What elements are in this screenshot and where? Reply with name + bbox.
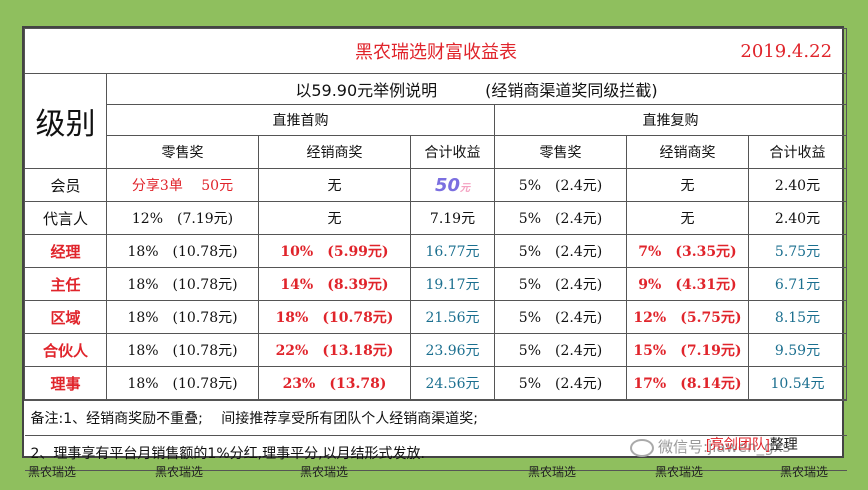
retail-repeat: 5% (2.4元) xyxy=(494,333,627,367)
table-row: 理事 18% (10.78元) 23% (13.78) 24.56元 5% (2… xyxy=(24,366,848,401)
total-first: 50元 xyxy=(410,168,495,202)
date-label: 2019.4.22 xyxy=(626,28,848,74)
dealer-first: 14% (8.39元) xyxy=(258,267,411,301)
retail-repeat: 5% (2.4元) xyxy=(494,267,627,301)
total-first: 19.17元 xyxy=(410,267,495,301)
footer-brand: 黑农瑞选 xyxy=(28,465,77,479)
retail-repeat: 5% (2.4元) xyxy=(494,201,627,235)
example-note: 以59.90元举例说明 (经销商渠道奖同级拦截) xyxy=(105,73,848,105)
total-repeat: 2.40元 xyxy=(747,201,848,235)
level-name: 经理 xyxy=(24,234,107,268)
table-row: 区域 18% (10.78元) 18% (10.78元) 21.56元 5% (… xyxy=(24,300,848,334)
watermark-id: jiawen_gxs xyxy=(708,438,791,456)
group-repeat-purchase: 直推复购 xyxy=(493,104,848,136)
page-title: 黑农瑞选财富收益表 xyxy=(24,28,627,74)
col-total-2: 合计收益 xyxy=(747,135,848,169)
footer-brand: 黑农瑞选 xyxy=(655,465,704,479)
credit-suffix: 整理 xyxy=(769,436,798,452)
level-name: 代言人 xyxy=(24,201,107,235)
dealer-repeat: 17% (8.14元) xyxy=(626,366,749,401)
total-first-unit: 元 xyxy=(460,182,471,194)
level-name: 理事 xyxy=(24,366,107,401)
dealer-first: 10% (5.99元) xyxy=(258,234,411,268)
total-repeat: 5.75元 xyxy=(747,234,848,268)
total-repeat: 6.71元 xyxy=(747,267,848,301)
watermark: 微信号:jiawen_gxs xyxy=(630,436,790,457)
total-first: 21.56元 xyxy=(410,300,495,334)
total-repeat: 9.59元 xyxy=(747,333,848,367)
level-name: 区域 xyxy=(24,300,107,334)
dealer-first: 18% (10.78元) xyxy=(258,300,411,334)
table-row: 经理 18% (10.78元) 10% (5.99元) 16.77元 5% (2… xyxy=(24,234,848,268)
footer-brand-strip: 黑农瑞选 黑农瑞选 黑农瑞选 黑农瑞选 黑农瑞选 黑农瑞选 xyxy=(0,463,868,487)
table-row: 代言人 12% (7.19元) 无 7.19元 5% (2.4元) 无 2.40… xyxy=(24,201,848,235)
total-first: 7.19元 xyxy=(410,201,495,235)
dealer-repeat: 15% (7.19元) xyxy=(626,333,749,367)
retail-first: 18% (10.78元) xyxy=(106,366,259,401)
retail-first: 12% (7.19元) xyxy=(106,201,259,235)
dealer-repeat: 无 xyxy=(626,201,749,235)
level-header: 级别 xyxy=(24,73,107,169)
col-dealer-2: 经销商奖 xyxy=(626,135,749,169)
col-retail-2: 零售奖 xyxy=(494,135,627,169)
retail-repeat: 5% (2.4元) xyxy=(494,234,627,268)
level-name: 会员 xyxy=(24,168,107,202)
dealer-repeat: 7% (3.35元) xyxy=(626,234,749,268)
dealer-repeat: 9% (4.31元) xyxy=(626,267,749,301)
dealer-repeat: 无 xyxy=(626,168,749,202)
footer-brand: 黑农瑞选 xyxy=(300,465,349,479)
col-total-1: 合计收益 xyxy=(410,135,495,169)
level-name: 合伙人 xyxy=(24,333,107,367)
retail-first: 18% (10.78元) xyxy=(106,267,259,301)
income-table: 黑农瑞选财富收益表 2019.4.22 级别 以59.90元举例说明 (经销商渠… xyxy=(24,28,848,471)
table-row: 主任 18% (10.78元) 14% (8.39元) 19.17元 5% (2… xyxy=(24,267,848,301)
watermark-prefix: 微信号: xyxy=(658,438,709,456)
retail-first: 18% (10.78元) xyxy=(106,333,259,367)
retail-repeat: 5% (2.4元) xyxy=(494,366,627,401)
note-1: 备注:1、经销商奖励不重叠; 间接推荐享受所有团队个人经销商渠道奖; xyxy=(24,399,847,436)
footer-brand: 黑农瑞选 xyxy=(780,465,829,479)
retail-first: 18% (10.78元) xyxy=(106,234,259,268)
dealer-first: 无 xyxy=(258,168,411,202)
team-credit: [亮剑团队]整理 xyxy=(706,434,798,454)
note-2: 2、理事享有平台月销售额的1%分红,理事平分,以月结形式发放. xyxy=(24,435,847,471)
table-row: 会员 分享3单 50元 无 50元 5% (2.4元) 无 2.40元 xyxy=(24,168,848,202)
total-repeat: 2.40元 xyxy=(747,168,848,202)
footer-brand: 黑农瑞选 xyxy=(155,465,204,479)
retail-repeat: 5% (2.4元) xyxy=(494,168,627,202)
wechat-icon xyxy=(630,438,654,457)
total-first: 16.77元 xyxy=(410,234,495,268)
footer-brand: 黑农瑞选 xyxy=(528,465,577,479)
dealer-first: 22% (13.18元) xyxy=(258,333,411,367)
col-dealer-1: 经销商奖 xyxy=(258,135,411,169)
total-first: 24.56元 xyxy=(410,366,495,401)
income-table-card: 黑农瑞选财富收益表 2019.4.22 级别 以59.90元举例说明 (经销商渠… xyxy=(22,26,848,471)
retail-first: 分享3单 50元 xyxy=(106,168,259,202)
total-repeat: 10.54元 xyxy=(747,366,848,401)
total-repeat: 8.15元 xyxy=(747,300,848,334)
dealer-first: 无 xyxy=(258,201,411,235)
retail-repeat: 5% (2.4元) xyxy=(494,300,627,334)
dealer-first: 23% (13.78) xyxy=(258,366,411,401)
total-first-value: 50 xyxy=(434,174,461,196)
retail-first: 18% (10.78元) xyxy=(106,300,259,334)
dealer-repeat: 12% (5.75元) xyxy=(626,300,749,334)
table-row: 合伙人 18% (10.78元) 22% (13.18元) 23.96元 5% … xyxy=(24,333,848,367)
col-retail-1: 零售奖 xyxy=(106,135,259,169)
total-first: 23.96元 xyxy=(410,333,495,367)
team-name: [亮剑团队] xyxy=(706,436,770,452)
level-name: 主任 xyxy=(24,267,107,301)
group-first-purchase: 直推首购 xyxy=(106,104,495,136)
